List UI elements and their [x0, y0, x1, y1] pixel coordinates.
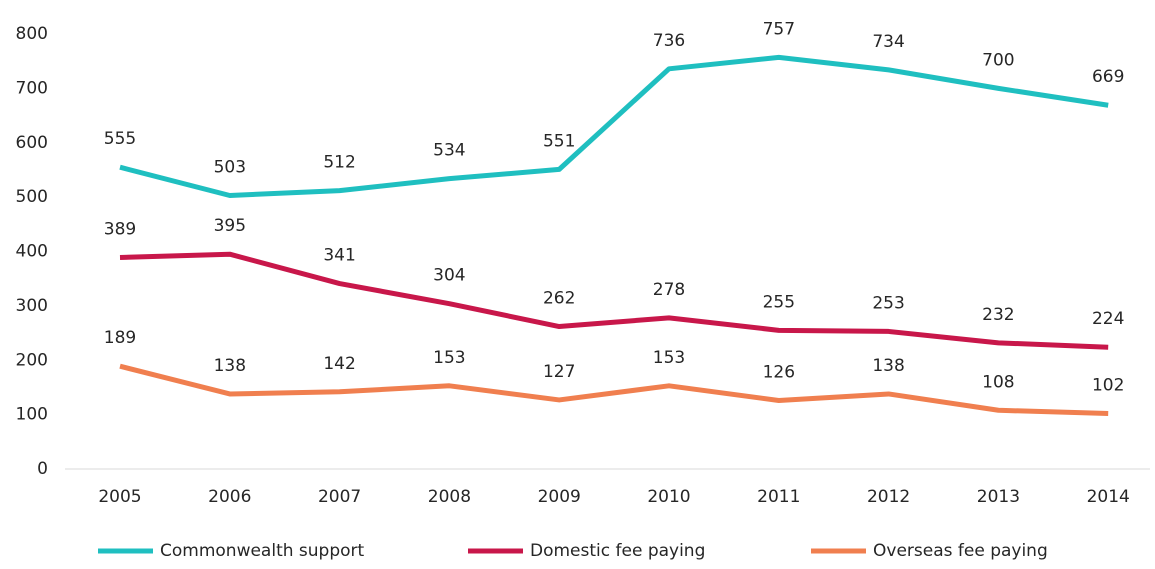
y-tick-label: 300: [16, 296, 48, 316]
x-tick-label: 2014: [1087, 487, 1130, 507]
data-label: 734: [872, 32, 904, 52]
x-tick-label: 2008: [428, 487, 471, 507]
x-tick-label: 2009: [538, 487, 581, 507]
data-label: 304: [433, 266, 465, 286]
y-tick-label: 800: [16, 24, 48, 44]
y-tick-label: 200: [16, 350, 48, 370]
legend-label: Domestic fee paying: [530, 541, 705, 561]
data-label: 232: [982, 305, 1014, 325]
x-tick-label: 2013: [977, 487, 1020, 507]
data-label: 108: [982, 372, 1014, 392]
y-tick-label: 100: [16, 405, 48, 425]
data-label: 555: [104, 129, 136, 149]
y-tick-label: 500: [16, 187, 48, 207]
data-label: 127: [543, 362, 575, 382]
series-line: [119, 251, 1109, 350]
x-tick-label: 2007: [318, 487, 361, 507]
data-label: 700: [982, 50, 1014, 70]
data-label: 142: [323, 354, 355, 374]
data-label: 503: [214, 157, 246, 177]
series-line: [119, 54, 1109, 198]
data-label: 278: [653, 280, 685, 300]
y-tick-label: 0: [37, 459, 48, 479]
y-tick-label: 400: [16, 242, 48, 262]
data-label: 262: [543, 289, 575, 309]
series-line: [119, 363, 1109, 417]
x-tick-label: 2011: [757, 487, 800, 507]
data-label: 395: [214, 216, 246, 236]
data-label: 224: [1092, 309, 1124, 329]
data-label: 153: [433, 348, 465, 368]
data-label: 669: [1092, 67, 1124, 87]
data-label: 153: [653, 348, 685, 368]
data-label: 551: [543, 131, 575, 151]
y-tick-label: 600: [16, 133, 48, 153]
data-label: 126: [763, 362, 795, 382]
data-label: 189: [104, 328, 136, 348]
x-tick-label: 2012: [867, 487, 910, 507]
data-label: 534: [433, 141, 465, 161]
legend-label: Overseas fee paying: [873, 541, 1048, 561]
data-label: 389: [104, 219, 136, 239]
legend-label: Commonwealth support: [160, 541, 365, 561]
data-label: 757: [763, 19, 795, 39]
y-tick-label: 700: [16, 78, 48, 98]
data-label: 138: [214, 356, 246, 376]
data-label: 253: [872, 293, 904, 313]
data-label: 341: [323, 246, 355, 266]
data-label: 736: [653, 31, 685, 51]
x-tick-label: 2005: [98, 487, 141, 507]
data-label: 102: [1092, 376, 1124, 396]
x-tick-label: 2006: [208, 487, 251, 507]
data-label: 512: [323, 153, 355, 173]
data-label: 138: [872, 356, 904, 376]
data-label: 255: [763, 292, 795, 312]
x-tick-label: 2010: [647, 487, 690, 507]
